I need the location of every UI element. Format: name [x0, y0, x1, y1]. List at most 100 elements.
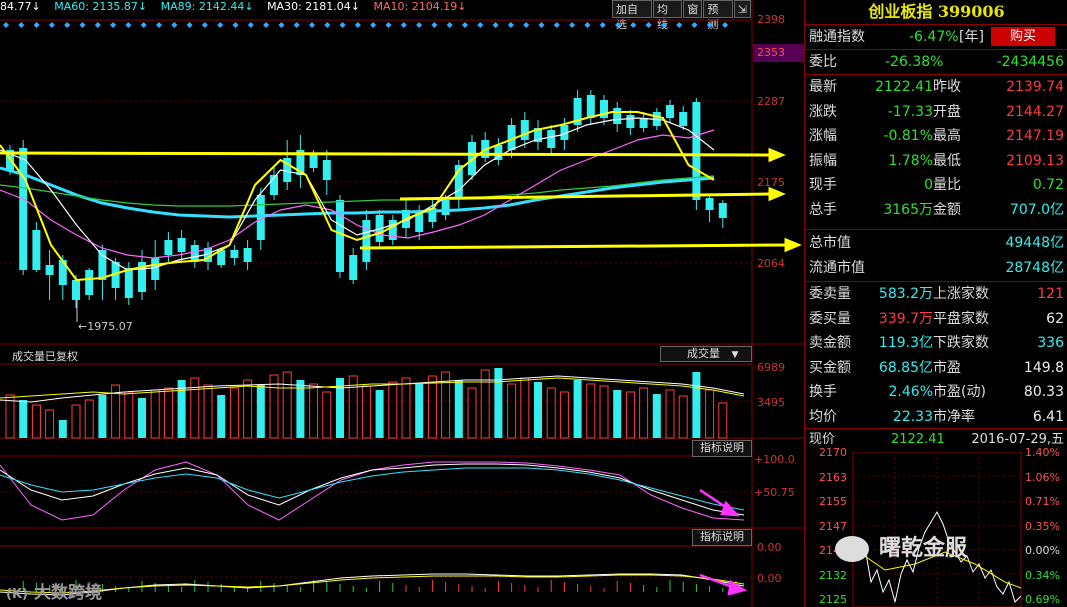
indicator1-help-button[interactable]: 指标说明	[692, 440, 752, 457]
quote-value: 0	[924, 177, 933, 193]
intraday-pct-tick: 0.35%	[1025, 519, 1060, 533]
volume-bar	[111, 384, 121, 439]
add-watchlist-button[interactable]: 加自选	[612, 0, 653, 31]
event-marker	[569, 22, 576, 28]
quote-panel: 创业板指 399006 融通指数 -6.47% [年] 购买 委比 -26.38…	[804, 0, 1067, 607]
quote-value: 336	[1037, 335, 1064, 351]
candle-body	[507, 125, 516, 150]
candle-body	[270, 175, 278, 195]
candle-body	[534, 128, 542, 142]
candle-body	[296, 150, 305, 175]
event-marker	[339, 22, 346, 28]
candle-body	[679, 112, 688, 126]
volume-tick: 6989	[757, 361, 785, 374]
forecast-button[interactable]: 预测	[703, 0, 733, 31]
indicator1-tick: +50.75	[754, 486, 795, 499]
volume-bar	[665, 389, 675, 439]
price-tick: 2175	[757, 176, 785, 189]
quote-value: 707.0亿	[1009, 201, 1064, 218]
volume-bar	[401, 377, 411, 439]
volume-bar	[31, 404, 41, 439]
quote-label: 委买量	[809, 310, 851, 327]
volume-bar	[361, 385, 371, 439]
indicator1-arrow	[699, 488, 741, 517]
watermark-right: 曙乾金服	[835, 530, 967, 562]
current-price-box	[753, 44, 804, 62]
quote-label: 涨幅	[809, 128, 837, 144]
price-date-row: 现价 2122.41 2016-07-29,五	[809, 432, 1064, 447]
volume-bar	[546, 387, 556, 439]
event-marker	[33, 22, 40, 28]
event-marker	[278, 22, 285, 28]
indicator2-arrow	[699, 573, 748, 596]
event-marker	[79, 22, 86, 28]
quote-label: 买金额	[809, 359, 851, 376]
buy-button[interactable]: 购买	[991, 27, 1055, 46]
float-mktcap-row: 流通市值 28748亿	[809, 260, 1064, 276]
quote-label: 上涨家数	[933, 286, 989, 302]
quote-row: 委买量 339.7万 平盘家数 62	[805, 307, 1067, 331]
volume-bar	[163, 387, 173, 439]
event-marker	[706, 22, 713, 28]
ma-legend: 84.77↓ MA60: 2135.87↓ MA89: 2142.44↓ MA3…	[0, 0, 612, 20]
candle-body	[626, 115, 635, 128]
ma30-value: MA30: 2181.04↓	[267, 0, 360, 13]
rzzs-row: 融通指数 -6.47% [年] 购买	[805, 25, 1067, 49]
volume-bar	[19, 400, 28, 438]
quote-value: 2122.41	[875, 79, 933, 95]
intraday-price-tick: 2163	[819, 470, 847, 484]
candle-body	[322, 160, 331, 180]
volume-bar	[586, 383, 596, 439]
quote-row: 均价 22.33 市净率 6.41	[805, 405, 1067, 429]
event-marker	[201, 22, 208, 28]
volume-bar	[45, 409, 55, 439]
quote-value: 62	[1046, 310, 1064, 327]
low-marker: ←1975.07	[78, 320, 133, 333]
ma89-line	[0, 175, 715, 207]
quote-label: 市盈(动)	[933, 384, 986, 400]
volume-bar	[348, 375, 358, 439]
intraday-pct-tick: 0.00%	[1025, 544, 1060, 557]
volume-select[interactable]: 成交量 ▼	[660, 346, 752, 362]
candle-body	[124, 268, 133, 298]
volume-bar	[269, 374, 279, 439]
volume-bar	[5, 394, 15, 439]
volume-bar	[718, 402, 728, 439]
candle-body	[45, 265, 54, 275]
candle-body	[468, 142, 476, 175]
quote-value: 2147.19	[1006, 128, 1064, 144]
indicator2-help-button[interactable]: 指标说明	[692, 529, 752, 546]
volume-bar	[322, 391, 332, 439]
quote-label: 总手	[809, 201, 837, 218]
candle-body	[388, 220, 397, 240]
volume-bar	[573, 380, 582, 438]
event-marker	[354, 22, 361, 28]
indicator2-tick: 0.00	[757, 572, 782, 585]
expand-icon[interactable]: ⇲	[733, 0, 751, 18]
event-marker	[400, 22, 407, 28]
candle-body	[177, 238, 186, 252]
quote-value: 1.78%	[888, 152, 933, 169]
event-marker	[48, 22, 55, 28]
event-marker	[431, 22, 438, 28]
ma30-line	[0, 129, 715, 259]
event-marker	[553, 22, 560, 28]
window-button[interactable]: 窗	[683, 0, 703, 18]
quote-value: 149.8	[1023, 359, 1064, 376]
quote-label: 振幅	[809, 152, 837, 169]
ma-first-value: 84.77↓	[0, 0, 41, 13]
event-marker	[186, 22, 193, 28]
intraday-chart	[852, 452, 1022, 607]
watermark-left: (K) 大数跨境	[6, 583, 102, 603]
volume-bar	[467, 387, 477, 439]
quote-label: 最低	[933, 152, 961, 169]
ma5-line	[0, 111, 715, 282]
indicator2-bars	[9, 580, 737, 592]
volume-bar	[454, 380, 463, 438]
volume-bar	[217, 395, 226, 438]
volume-bar	[520, 377, 530, 439]
ma60-line	[0, 166, 715, 219]
candle-body	[243, 248, 252, 262]
volume-bar	[652, 394, 661, 438]
quote-label: 平盘家数	[933, 310, 989, 327]
